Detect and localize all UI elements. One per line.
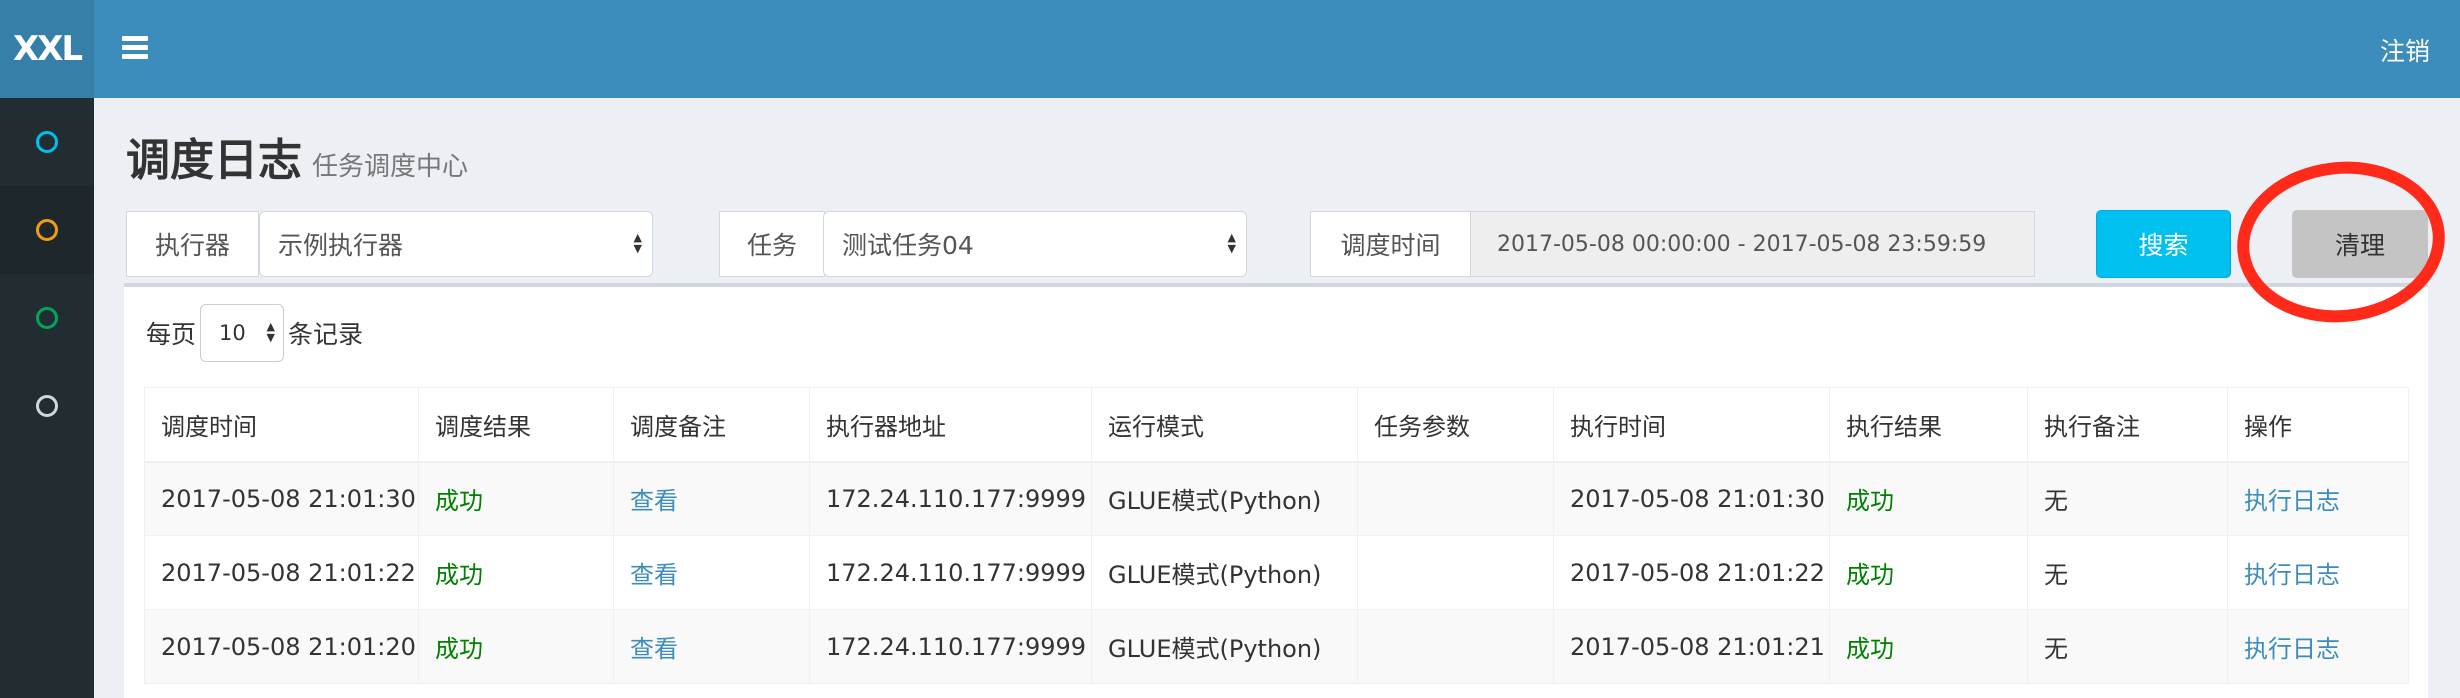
col-header[interactable]: 调度时间 — [144, 387, 419, 463]
executor-select[interactable]: 示例执行器 ▲ ▼ — [259, 211, 653, 277]
view-remark-link[interactable]: 查看 — [613, 461, 810, 536]
job-label: 任务 — [719, 211, 825, 277]
col-header[interactable]: 运行模式 — [1091, 387, 1358, 463]
log-table: 调度时间 调度结果 调度备注 执行器地址 运行模式 任务参数 执行时间 执行结果… — [144, 387, 2409, 684]
job-select[interactable]: 测试任务04 ▲ ▼ — [823, 211, 1247, 277]
cell: 172.24.110.177:9999 — [809, 535, 1092, 610]
cell — [1357, 609, 1554, 684]
col-header: 操作 — [2227, 387, 2409, 463]
cell: GLUE模式(Python) — [1091, 535, 1358, 610]
cell — [1357, 461, 1554, 536]
circle-icon — [36, 131, 58, 153]
cell: 172.24.110.177:9999 — [809, 609, 1092, 684]
page-size-prefix: 每页 — [146, 320, 197, 349]
status-success: 成功 — [418, 609, 614, 684]
circle-icon — [36, 307, 58, 329]
select-arrows-icon: ▲ ▼ — [633, 231, 642, 255]
page-size-suffix: 条记录 — [288, 320, 364, 349]
col-header[interactable]: 任务参数 — [1357, 387, 1554, 463]
status-success: 成功 — [1829, 609, 2028, 684]
col-header[interactable]: 执行结果 — [1829, 387, 2028, 463]
cell: GLUE模式(Python) — [1091, 609, 1358, 684]
time-range-input[interactable]: 2017-05-08 00:00:00 - 2017-05-08 23:59:5… — [1470, 211, 2035, 277]
page-title: 调度日志 任务调度中心 — [126, 124, 468, 188]
status-success: 成功 — [1829, 461, 2028, 536]
execution-log-link[interactable]: 执行日志 — [2227, 609, 2409, 684]
col-header[interactable]: 执行时间 — [1553, 387, 1830, 463]
cell: 无 — [2027, 609, 2228, 684]
cell: 172.24.110.177:9999 — [809, 461, 1092, 536]
page-size-control: 每页 10 ▲ ▼ 条记录 — [146, 304, 363, 362]
view-remark-link[interactable]: 查看 — [613, 535, 810, 610]
sidebar-item-2[interactable] — [0, 186, 94, 274]
col-header[interactable]: 执行器地址 — [809, 387, 1092, 463]
page-size-select[interactable]: 10 ▲ ▼ — [200, 304, 285, 362]
clear-button[interactable]: 清理 — [2292, 210, 2428, 278]
job-value: 测试任务04 — [842, 231, 974, 260]
status-success: 成功 — [1829, 535, 2028, 610]
cell: 无 — [2027, 461, 2228, 536]
logout-link[interactable]: 注销 — [2379, 37, 2430, 66]
cell: 2017-05-08 21:01:22 — [144, 535, 419, 610]
sidebar-item-1[interactable] — [0, 98, 94, 186]
status-success: 成功 — [418, 535, 614, 610]
select-arrows-icon: ▲ ▼ — [266, 320, 276, 344]
col-header[interactable]: 调度备注 — [613, 387, 810, 463]
cell: 2017-05-08 21:01:21 — [1553, 609, 1830, 684]
circle-icon — [36, 219, 58, 241]
cell: 2017-05-08 21:01:30 — [144, 461, 419, 536]
hamburger-menu-icon[interactable] — [122, 36, 148, 60]
cell: GLUE模式(Python) — [1091, 461, 1358, 536]
executor-value: 示例执行器 — [278, 231, 404, 260]
table-row: 2017-05-08 21:01:20 成功 查看 172.24.110.177:99… — [144, 609, 2409, 684]
executor-label: 执行器 — [126, 211, 259, 277]
search-button[interactable]: 搜索 — [2096, 210, 2231, 278]
page-size-value: 10 — [219, 321, 246, 345]
execution-log-link[interactable]: 执行日志 — [2227, 535, 2409, 610]
page-subtitle: 任务调度中心 — [312, 152, 469, 182]
table-row: 2017-05-08 21:01:22 成功 查看 172.24.110.177:99… — [144, 535, 2409, 610]
sidebar — [0, 98, 94, 698]
circle-icon — [36, 395, 58, 417]
cell: 2017-05-08 21:01:30 — [1553, 461, 1830, 536]
table-header-row: 调度时间 调度结果 调度备注 执行器地址 运行模式 任务参数 执行时间 执行结果… — [144, 387, 2409, 463]
cell: 2017-05-08 21:01:20 — [144, 609, 419, 684]
time-label: 调度时间 — [1310, 211, 1471, 277]
sidebar-item-4[interactable] — [0, 362, 94, 450]
view-remark-link[interactable]: 查看 — [613, 609, 810, 684]
sidebar-item-3[interactable] — [0, 274, 94, 362]
col-header[interactable]: 执行备注 — [2027, 387, 2228, 463]
table-row: 2017-05-08 21:01:30 成功 查看 172.24.110.177:99… — [144, 461, 2409, 536]
top-header: XXL 注销 — [0, 0, 2460, 98]
col-header[interactable]: 调度结果 — [418, 387, 614, 463]
execution-log-link[interactable]: 执行日志 — [2227, 461, 2409, 536]
logo[interactable]: XXL — [0, 0, 94, 98]
select-arrows-icon: ▲ ▼ — [1227, 231, 1236, 255]
cell: 无 — [2027, 535, 2228, 610]
status-success: 成功 — [418, 461, 614, 536]
page-title-text: 调度日志 — [126, 135, 302, 186]
cell: 2017-05-08 21:01:22 — [1553, 535, 1830, 610]
cell — [1357, 535, 1554, 610]
